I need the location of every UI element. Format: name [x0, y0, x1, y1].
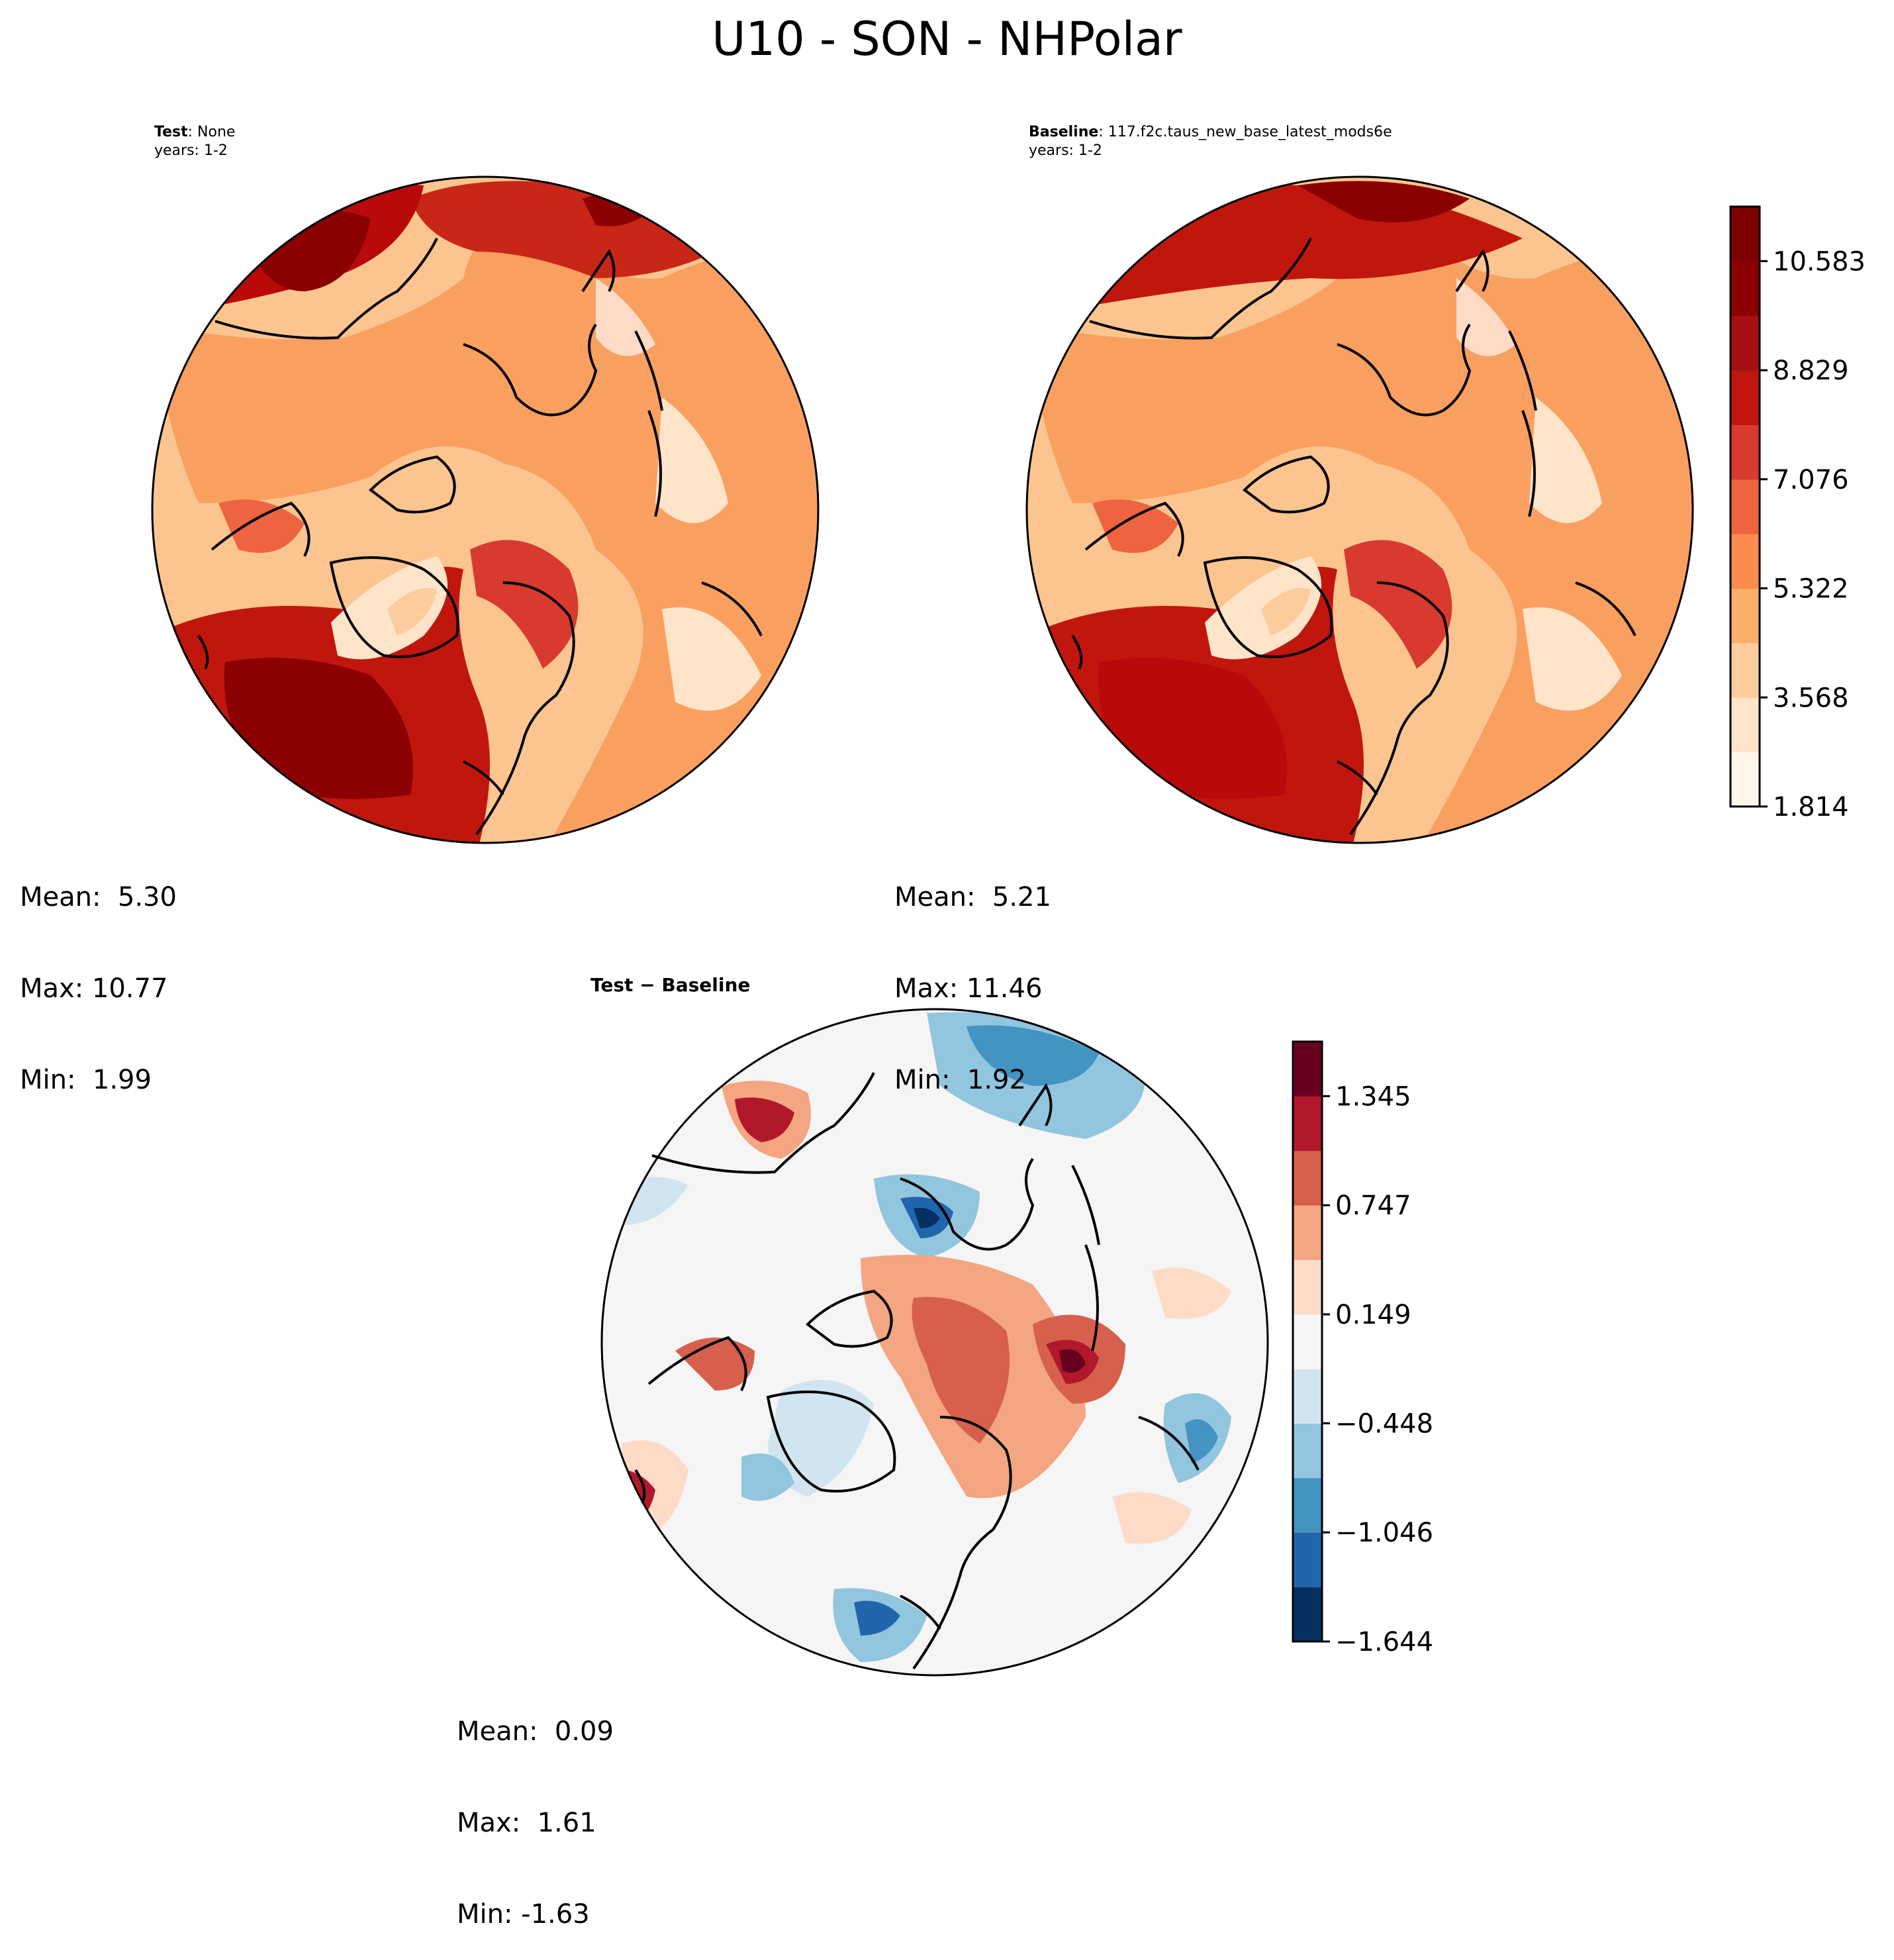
baseline-stats: Mean: 5.21 Max: 11.46 Min: 1.92 [894, 821, 1051, 1126]
main-colorbar-tick-label: 5.322 [1773, 574, 1849, 605]
test-map-field [152, 177, 818, 843]
diff-colorbar-level-10 [1293, 1042, 1322, 1097]
main-colorbar-level-10 [1730, 207, 1760, 262]
main-colorbar-level-0 [1730, 752, 1760, 807]
diff-coastlines [634, 1072, 1200, 1670]
diff-max: Max: 1.61 [457, 1808, 596, 1838]
test-years: years: 1-2 [154, 142, 228, 159]
baseline-years: years: 1-2 [1029, 142, 1102, 159]
baseline-panel-label: Baseline: 117.f2c.taus_new_base_latest_m… [1029, 123, 1392, 160]
diff-min: Min: -1.63 [457, 1899, 590, 1930]
diff-stats: Mean: 0.09 Max: 1.61 Min: -1.63 [457, 1655, 614, 1960]
test-label-bold: Test [154, 124, 188, 140]
main-colorbar-tick-label: 1.814 [1773, 792, 1849, 822]
baseline-mean: Mean: 5.21 [894, 882, 1051, 912]
baseline-label-rest: : 117.f2c.taus_new_base_latest_mods6e [1098, 124, 1392, 140]
baseline-max: Max: 11.46 [894, 973, 1043, 1004]
diff-colorbar-level-7 [1293, 1205, 1322, 1260]
figure-title: U10 - SON - NHPolar [712, 12, 1182, 66]
diff-colorbar-level-9 [1293, 1096, 1322, 1152]
diff-colorbar-level-0 [1293, 1587, 1322, 1642]
test-map [151, 175, 820, 844]
diff-colorbar: −1.644 −1.046 −0.448 0.149 0.747 1.345 [1292, 1040, 1433, 1657]
test-mean: Mean: 5.30 [20, 882, 177, 912]
main-colorbar: 1.814 3.568 5.322 7.076 8.829 10.583 [1729, 205, 1866, 822]
baseline-map-field [1027, 177, 1693, 843]
test-stats: Mean: 5.30 Max: 10.77 Min: 1.99 [20, 821, 177, 1126]
main-colorbar-tick-label: 10.583 [1773, 246, 1866, 277]
diff-panel-label: Test − Baseline [591, 974, 751, 996]
baseline-coastlines [1071, 238, 1636, 836]
diff-mean: Mean: 0.09 [457, 1716, 614, 1747]
main-colorbar-level-3 [1730, 588, 1760, 644]
diff-map [600, 1008, 1269, 1677]
main-colorbar-frame [1729, 205, 1761, 808]
diff-colorbar-level-1 [1293, 1532, 1322, 1588]
main-colorbar-level-8 [1730, 315, 1760, 371]
main-colorbar-level-4 [1730, 534, 1760, 589]
main-colorbar-level-6 [1730, 424, 1760, 480]
diff-colorbar-tick-label: −1.644 [1335, 1627, 1433, 1657]
main-colorbar-tick-label: 7.076 [1773, 465, 1849, 495]
main-colorbar-level-7 [1730, 370, 1760, 425]
main-colorbar-tick-label: 3.568 [1773, 683, 1849, 713]
diff-colorbar-tick-label: 1.345 [1335, 1081, 1411, 1112]
diff-colorbar-tick-label: 0.747 [1335, 1191, 1411, 1221]
baseline-map-frame [1025, 175, 1694, 844]
main-colorbar-level-1 [1730, 697, 1760, 753]
test-max: Max: 10.77 [20, 973, 168, 1004]
diff-colorbar-level-2 [1293, 1477, 1322, 1533]
diff-colorbar-frame [1292, 1040, 1323, 1643]
diff-colorbar-tick-label: −1.046 [1335, 1518, 1433, 1548]
main-colorbar-level-2 [1730, 642, 1760, 698]
diff-colorbar-tick-label: 0.149 [1335, 1300, 1411, 1330]
test-min: Min: 1.99 [20, 1065, 152, 1095]
test-label-rest: : None [187, 124, 236, 140]
baseline-label-bold: Baseline [1029, 124, 1099, 140]
test-panel-label: Test: None years: 1-2 [154, 123, 235, 160]
main-colorbar-level-9 [1730, 261, 1760, 317]
diff-colorbar-level-4 [1293, 1369, 1322, 1424]
diff-colorbar-level-3 [1293, 1423, 1322, 1479]
diff-colorbar-level-8 [1293, 1150, 1322, 1206]
main-colorbar-level-5 [1730, 479, 1760, 534]
diff-map-frame [600, 1008, 1269, 1677]
baseline-map [1025, 175, 1694, 844]
main-colorbar-tick-label: 8.829 [1773, 356, 1849, 386]
baseline-min: Min: 1.92 [894, 1065, 1026, 1095]
test-map-frame [151, 175, 820, 844]
diff-colorbar-tick-label: −0.448 [1335, 1408, 1433, 1439]
test-coastlines [197, 238, 763, 836]
diff-colorbar-level-6 [1293, 1259, 1322, 1315]
diff-colorbar-level-5 [1293, 1314, 1322, 1369]
